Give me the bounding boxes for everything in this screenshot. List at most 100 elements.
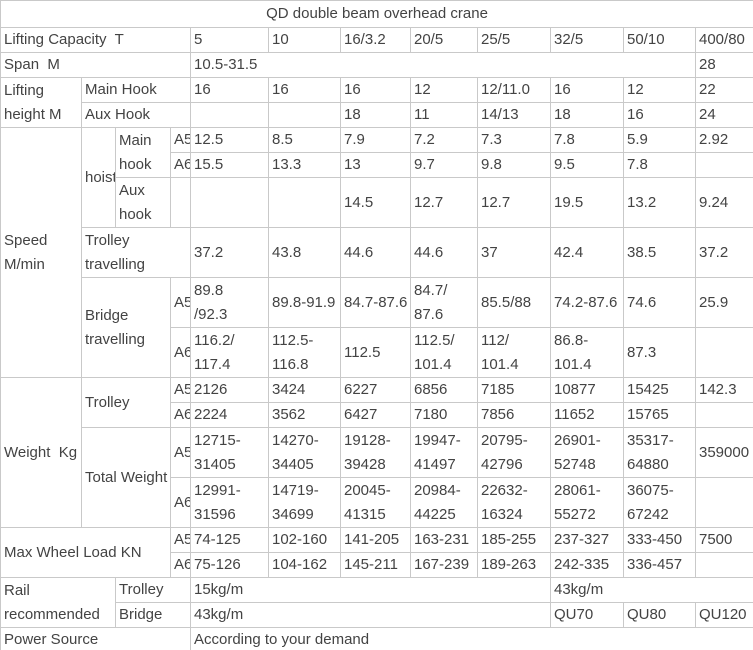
table-cell: 22632- 16324 (477, 477, 551, 528)
grade-a6: A6 (170, 477, 191, 528)
grade-a5: A5 (170, 277, 191, 328)
table-row: Max Wheel Load KNA574-125102-160141-2051… (0, 527, 753, 578)
table-cell: 15kg/m (190, 577, 551, 603)
table-row: Trolley travelling 37.2 43.8 44.6 44.6 37 42.4… (1, 227, 753, 278)
table-title: QD double beam overhead crane (0, 0, 753, 28)
table-cell: 15425 (623, 377, 696, 403)
grade-a5: A5 (170, 127, 191, 153)
table-cell: 43kg/m (549, 577, 753, 603)
table-cell: 18 (550, 102, 624, 128)
table-cell: 37.2 (190, 227, 269, 278)
table-cell: 7856 (477, 402, 551, 428)
table-cell: 12715- 31405 (190, 427, 269, 478)
table-cell: 2224 (190, 402, 269, 428)
table-cell (268, 102, 341, 128)
table-cell: 6227 (340, 377, 411, 403)
table-cell: 112.5/ 101.4 (410, 327, 478, 378)
table-cell: 86.8- 101.4 (550, 327, 624, 378)
table-cell: 16 (340, 77, 411, 103)
table-cell: 50/10 (623, 27, 696, 53)
table-cell (694, 477, 753, 528)
table-cell (190, 102, 269, 128)
table-cell: 12 (410, 77, 478, 103)
table-cell: 16 (190, 77, 269, 103)
table-cell: 44.6 (410, 227, 478, 278)
table-cell: 7.9 (340, 127, 411, 153)
table-row: QD double beam overhead crane (0, 0, 753, 28)
table-cell: 16 (550, 77, 624, 103)
table-cell: 7180 (410, 402, 478, 428)
label-lifting-capacity: Lifting Capacity T (0, 27, 191, 53)
table-cell: 74-125 (190, 527, 269, 553)
table-cell: 35317- 64880 (623, 427, 696, 478)
table-row: Aux Hook 18 11 14/13 18 16 24 (1, 102, 753, 128)
table-cell: 9.24 (694, 177, 753, 228)
table-cell: 75-126 (190, 552, 269, 578)
table-cell (170, 177, 191, 228)
table-cell: 112.5- 116.8 (268, 327, 341, 378)
table-cell: 7.3 (477, 127, 551, 153)
table-cell: 141-205 (340, 527, 411, 553)
table-cell: 89.8 /92.3 (190, 277, 269, 328)
table-cell: 19947- 41497 (410, 427, 478, 478)
table-cell: 24 (694, 102, 753, 128)
label-speed: Speed M/min (0, 127, 82, 378)
table-row: Bridge travellingA589.8 /92.389.8-91.984… (1, 277, 753, 378)
table-cell: 13.3 (268, 152, 341, 178)
table-cell: 7.8 (623, 152, 696, 178)
label-hoist-aux-hook: Aux hook (115, 177, 171, 228)
table-cell: 16 (623, 102, 696, 128)
table-row: A675-126104-162145-211167-239189-263242-… (1, 552, 753, 578)
table-cell: 8.5 (268, 127, 341, 153)
table-cell: 25/5 (477, 27, 551, 53)
label-rail-bridge: Bridge (115, 602, 191, 628)
table-cell: 12991- 31596 (190, 477, 269, 528)
grade-a6: A6 (170, 402, 191, 428)
table-cell: 9.7 (410, 152, 478, 178)
label-aux-hook: Aux Hook (81, 102, 191, 128)
label-bridge-travelling: Bridge travelling (81, 277, 171, 378)
table-cell: 142.3 (694, 377, 753, 403)
table-cell: 3424 (268, 377, 341, 403)
table-cell: 12 (623, 77, 696, 103)
table-cell: 12.7 (477, 177, 551, 228)
table-cell: 37 (477, 227, 551, 278)
grade-a5: A5 (170, 427, 191, 478)
table-cell: 19128- 39428 (340, 427, 411, 478)
table-cell: 116.2/ 117.4 (190, 327, 269, 378)
table-cell (268, 177, 341, 228)
label-lifting-height: Lifting height M (0, 77, 82, 128)
table-cell: 84.7-87.6 (340, 277, 411, 328)
label-weight: Weight Kg (0, 377, 82, 528)
table-cell: QU70 (550, 602, 624, 628)
table-cell: 333-450 (623, 527, 696, 553)
table-cell: 185-255 (477, 527, 551, 553)
table-cell: 11 (410, 102, 478, 128)
table-cell: 2126 (190, 377, 269, 403)
table-cell: 10877 (550, 377, 624, 403)
table-cell: 6856 (410, 377, 478, 403)
table-cell: 74.2-87.6 (550, 277, 624, 328)
table-cell: 18 (340, 102, 411, 128)
table-cell: 37.2 (694, 227, 753, 278)
table-cell: 15765 (623, 402, 696, 428)
table-cell: 7185 (477, 377, 551, 403)
grade-a6: A6 (170, 152, 191, 178)
table-cell: 14/13 (477, 102, 551, 128)
label-hoist-main-hook: Main hook (115, 127, 171, 178)
table-cell (190, 177, 269, 228)
table-row: Power Source According to your demand (0, 627, 753, 650)
table-cell (694, 552, 753, 578)
table-cell: 13.2 (623, 177, 696, 228)
table-cell: 84.7/ 87.6 (410, 277, 478, 328)
table-cell: 6427 (340, 402, 411, 428)
table-cell: 26901- 52748 (550, 427, 624, 478)
table-cell: 16 (268, 77, 341, 103)
table-cell: 14.5 (340, 177, 411, 228)
table-cell: 14270- 34405 (268, 427, 341, 478)
table-cell: 15.5 (190, 152, 269, 178)
